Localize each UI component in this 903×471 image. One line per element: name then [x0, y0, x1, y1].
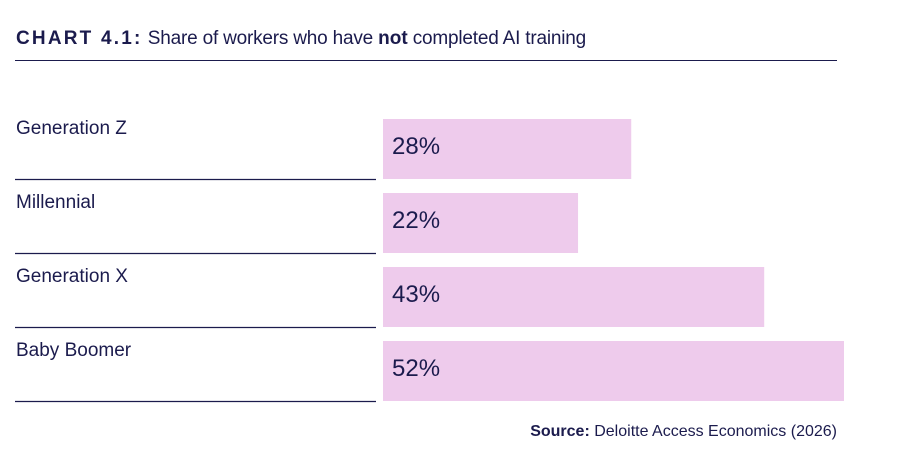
- chart-header: CHART 4.1: Share of workers who have not…: [16, 27, 586, 51]
- category-label: Millennial: [16, 192, 95, 213]
- category-label: Generation X: [16, 266, 128, 287]
- header-divider: [15, 60, 837, 61]
- category-label: Baby Boomer: [16, 340, 132, 361]
- bar-generation-x: [383, 267, 765, 327]
- bar-millennial: [383, 193, 579, 253]
- source-note: Source: Deloitte Access Economics (2026): [530, 423, 837, 441]
- source-label: Source:: [530, 423, 590, 440]
- chart-title-start: Share of workers who have: [147, 28, 379, 49]
- bar-value-label: 52%: [392, 355, 440, 382]
- chart-title-end: completed AI training: [407, 28, 586, 49]
- category-label: Generation Z: [16, 118, 127, 139]
- bar-value-label: 43%: [392, 281, 440, 308]
- source-text: Deloitte Access Economics (2026): [589, 423, 837, 440]
- bar-value-label: 22%: [392, 207, 440, 234]
- chart-title-emphasis: not: [378, 28, 408, 49]
- bar-baby-boomer: [383, 341, 844, 401]
- bar-value-label: 28%: [392, 133, 440, 160]
- bar-generation-z: [383, 119, 632, 179]
- chart-number: CHART 4.1:: [16, 28, 143, 49]
